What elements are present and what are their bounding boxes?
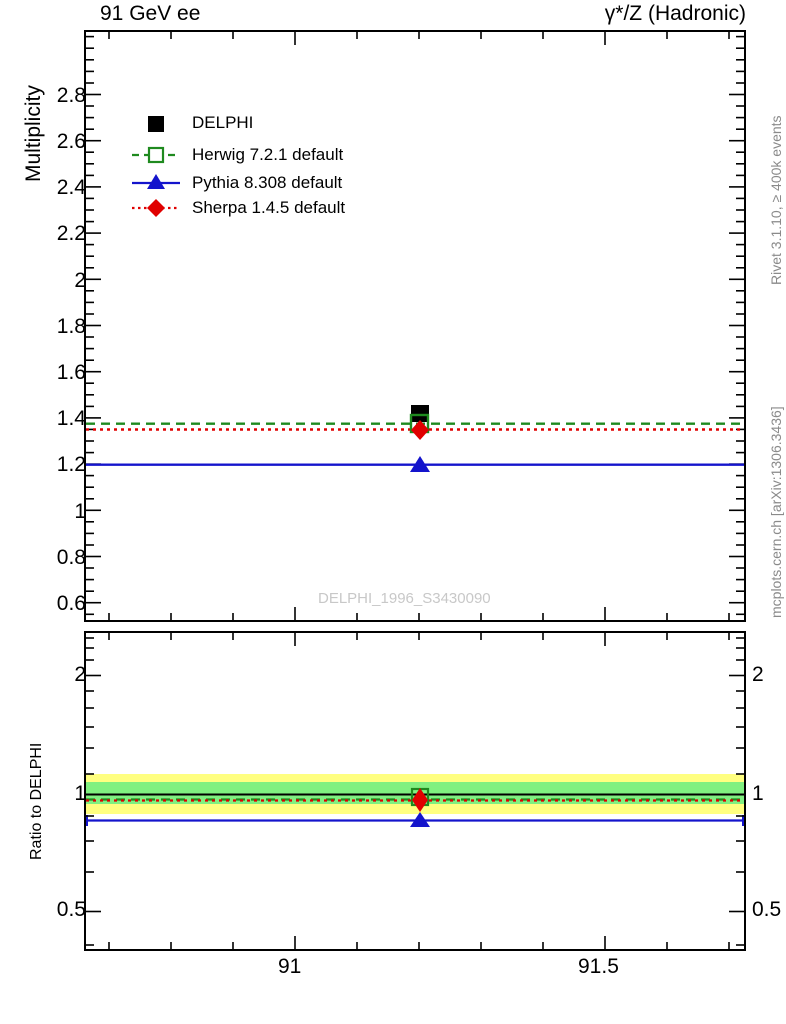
legend-label-herwig: Herwig 7.2.1 default [192, 145, 344, 164]
sherpa-marker-main [411, 420, 429, 440]
main-ytick-10: 2.6 [56, 130, 86, 153]
main-panel-data [86, 405, 744, 472]
main-ytick-0: 0.6 [56, 592, 86, 615]
main-panel-x-ticks [108, 31, 730, 621]
main-panel-y-ticks [85, 35, 745, 616]
main-ytick-6: 1.8 [56, 315, 86, 338]
main-ytick-7: 2 [74, 269, 86, 292]
legend-herwig-square-open-marker [147, 146, 165, 164]
main-ytick-4: 1.4 [56, 407, 86, 430]
ratio-ytick-left-2: 2 [74, 663, 86, 686]
pythia-marker-ratio [410, 812, 430, 827]
ratio-ytick-left-0: 0.5 [56, 898, 86, 921]
main-panel-frame [84, 30, 746, 622]
xtick-1: 91.5 [578, 955, 619, 978]
legend-graphics [132, 116, 180, 217]
main-ytick-9: 2.4 [56, 176, 86, 199]
pythia-marker-main [410, 456, 430, 472]
ratio-panel-frame [84, 631, 746, 951]
ratio-ytick-left-1: 1 [74, 782, 86, 805]
main-ytick-8: 2.2 [56, 222, 86, 245]
legend-sherpa-diamond-filled-marker [147, 199, 165, 217]
analysis-id-watermark: DELPHI_1996_S3430090 [318, 590, 491, 607]
sherpa-marker-ratio [412, 788, 428, 812]
main-ytick-2: 1 [74, 500, 86, 523]
main-ytick-11: 2.8 [56, 84, 86, 107]
ratio-ytick-right-0: 0.5 [752, 898, 782, 921]
ratio-ytick-right-2: 2 [752, 663, 764, 686]
header-left-title: 91 GeV ee [100, 2, 201, 25]
header-right-title: γ*/Z (Hadronic) [604, 2, 746, 25]
legend-label-sherpa: Sherpa 1.4.5 default [192, 198, 346, 217]
ratio-ytick-right-1: 1 [752, 782, 764, 805]
main-ytick-5: 1.6 [56, 361, 86, 384]
legend-pythia-triangle-filled-marker [147, 174, 165, 189]
legend-delphi-square-filled-marker [148, 116, 164, 132]
ratio-panel-x-ticks [108, 632, 730, 950]
ratio-panel-data [86, 787, 744, 827]
delphi-marker-main [411, 405, 429, 422]
legend-label-delphi: DELPHI [192, 113, 254, 132]
xtick-0: 91 [278, 955, 302, 978]
inner-uncertainty-band [86, 782, 744, 804]
main-ytick-3: 1.2 [56, 453, 86, 476]
legend-label-pythia: Pythia 8.308 default [192, 173, 343, 192]
ratio-panel-y-ticks [85, 637, 745, 946]
main-ytick-1: 0.8 [56, 546, 86, 569]
